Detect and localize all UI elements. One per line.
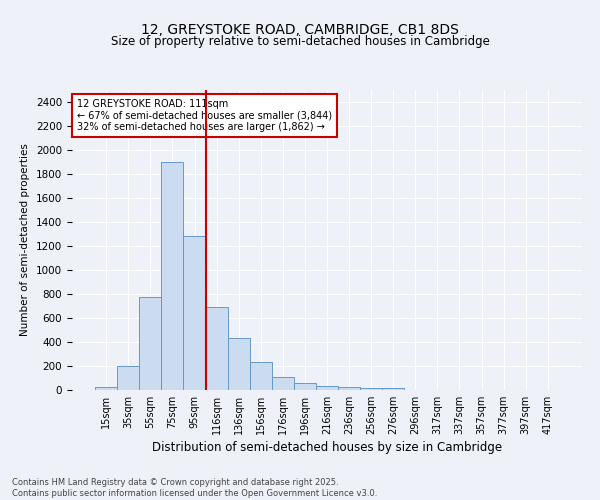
- Bar: [206, 307, 227, 390]
- Bar: [161, 162, 184, 390]
- X-axis label: Distribution of semi-detached houses by size in Cambridge: Distribution of semi-detached houses by …: [152, 441, 502, 454]
- Bar: [382, 388, 404, 390]
- Bar: [272, 378, 294, 390]
- Bar: [338, 387, 360, 390]
- Text: 12 GREYSTOKE ROAD: 111sqm
← 67% of semi-detached houses are smaller (3,844)
32% : 12 GREYSTOKE ROAD: 111sqm ← 67% of semi-…: [77, 99, 332, 132]
- Bar: [227, 338, 250, 390]
- Bar: [316, 386, 338, 390]
- Bar: [250, 362, 272, 390]
- Bar: [360, 388, 382, 390]
- Text: 12, GREYSTOKE ROAD, CAMBRIDGE, CB1 8DS: 12, GREYSTOKE ROAD, CAMBRIDGE, CB1 8DS: [141, 22, 459, 36]
- Text: Size of property relative to semi-detached houses in Cambridge: Size of property relative to semi-detach…: [110, 35, 490, 48]
- Text: Contains HM Land Registry data © Crown copyright and database right 2025.
Contai: Contains HM Land Registry data © Crown c…: [12, 478, 377, 498]
- Bar: [117, 366, 139, 390]
- Bar: [184, 236, 206, 390]
- Bar: [294, 383, 316, 390]
- Y-axis label: Number of semi-detached properties: Number of semi-detached properties: [20, 144, 31, 336]
- Bar: [139, 297, 161, 390]
- Bar: [95, 387, 117, 390]
